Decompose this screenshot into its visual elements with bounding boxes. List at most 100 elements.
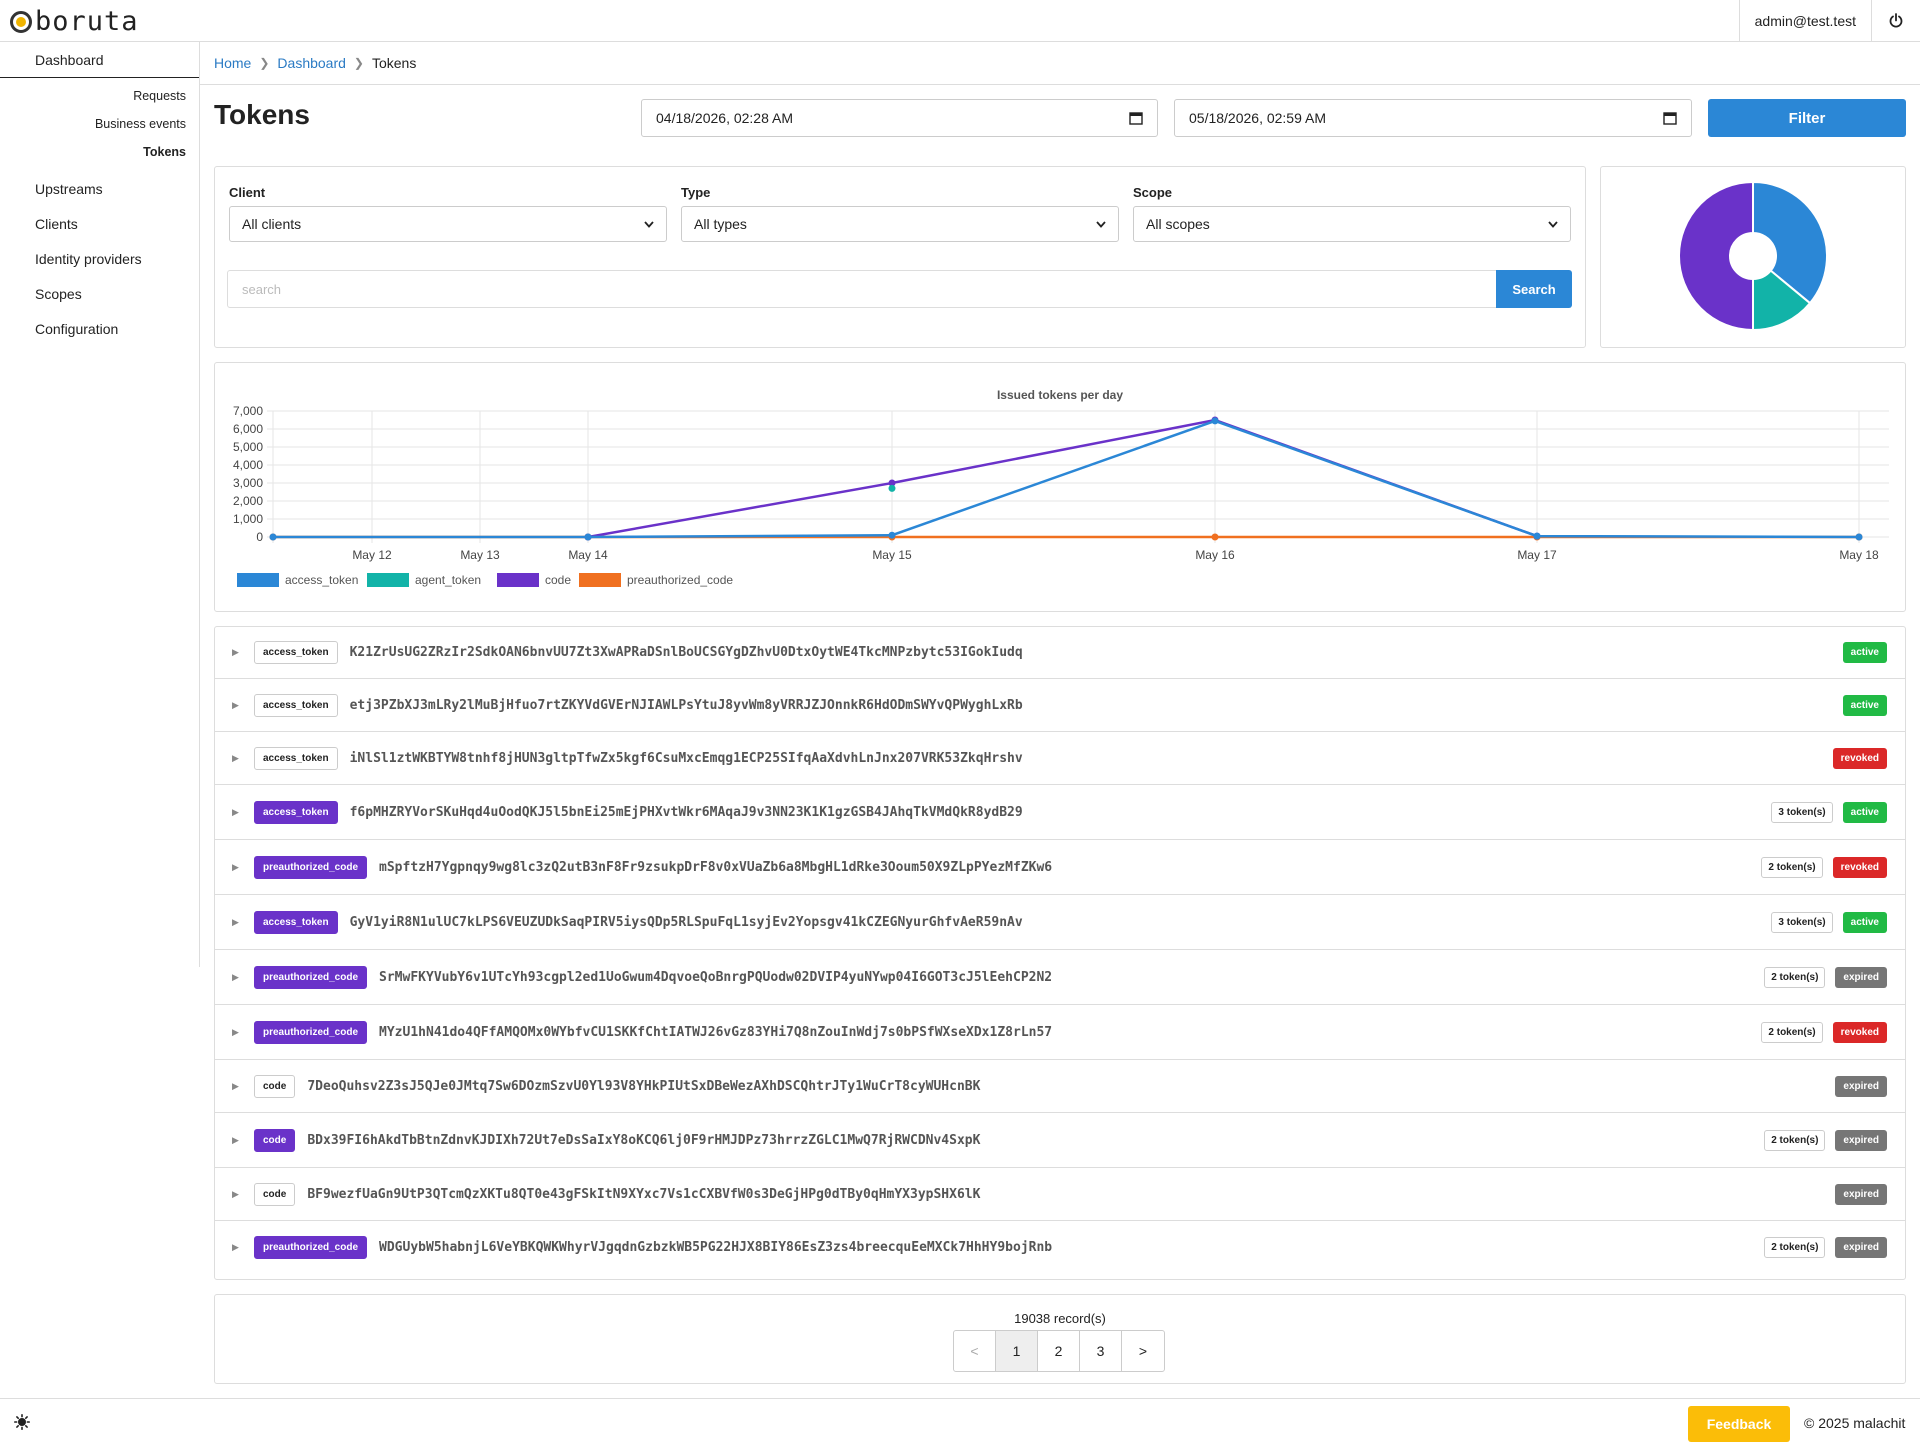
breadcrumb-dashboard[interactable]: Dashboard: [277, 55, 346, 71]
sidebar-item-configuration[interactable]: Configuration: [35, 321, 119, 337]
caret-right-icon[interactable]: ▶: [232, 806, 239, 817]
status-badge: active: [1842, 694, 1887, 716]
y-tick-label: 7,000: [233, 404, 263, 418]
sidebar-subitem-tokens[interactable]: Tokens: [143, 145, 186, 159]
breadcrumb: Home ❯ Dashboard ❯ Tokens: [200, 42, 1920, 85]
status-badge: revoked: [1832, 747, 1887, 769]
breadcrumb-home[interactable]: Home: [214, 55, 252, 71]
caret-right-icon[interactable]: ▶: [232, 971, 239, 982]
caret-right-icon[interactable]: ▶: [232, 1188, 239, 1199]
pager: < 1 2 3 >: [953, 1330, 1165, 1372]
token-row[interactable]: ▶ code BF9wezfUaGn9UtP3QTcmQzXKTu8QT0e43gF…: [215, 1168, 1905, 1221]
token-type-badge: code: [254, 1074, 296, 1098]
legend-label[interactable]: code: [545, 573, 571, 587]
filter-button[interactable]: Filter: [1708, 99, 1906, 137]
x-tick-label: May 13: [460, 548, 500, 562]
sidebar-item-upstreams[interactable]: Upstreams: [35, 181, 103, 197]
token-row-badges: active: [1842, 642, 1887, 663]
caret-right-icon[interactable]: ▶: [232, 1134, 239, 1145]
token-row[interactable]: ▶ access_token f6pMHZRYVorSKuHqd4uOodQKJ5l…: [215, 785, 1905, 840]
chevron-down-icon: [644, 220, 654, 228]
token-row-badges: 2 token(s) expired: [1764, 1129, 1887, 1151]
token-count-badge: 3 token(s): [1771, 911, 1833, 933]
token-type-badge: access_token: [254, 910, 338, 934]
token-row[interactable]: ▶ access_token GyV1yiR8N1ulUC7kLPS6VEUZUDk…: [215, 895, 1905, 950]
y-tick-label: 3,000: [233, 476, 263, 490]
user-email[interactable]: admin@test.test: [1738, 0, 1872, 42]
caret-right-icon[interactable]: ▶: [232, 1080, 239, 1091]
token-value: BF9wezfUaGn9UtP3QTcmQzXKTu8QT0e43gFSkItN…: [307, 1186, 981, 1202]
token-value: MYzU1hN41do4QFfAMQOMx0WYbfvCU1SKKfChtIAT…: [379, 1024, 1053, 1040]
x-tick-label: May 18: [1839, 548, 1879, 562]
sidebar-subitem-business-events[interactable]: Business events: [94, 117, 186, 131]
issued-tokens-line-chart: Issued tokens per day 0 1,000 2,000 3,000 4,0…: [233, 388, 1889, 587]
data-point-agent_token: [888, 484, 896, 492]
token-row-badges: 2 token(s) revoked: [1761, 856, 1887, 878]
legend-swatch-access_token: [237, 573, 279, 587]
caret-right-icon[interactable]: ▶: [232, 1242, 239, 1252]
type-select[interactable]: All types: [681, 206, 1119, 242]
pager-page-3[interactable]: 3: [1080, 1331, 1122, 1371]
chevron-down-icon: [1548, 220, 1558, 228]
token-count-badge: 2 token(s): [1764, 1129, 1826, 1151]
legend-label[interactable]: preauthorized_code: [627, 573, 733, 587]
client-label: Client: [229, 185, 266, 200]
token-type-badge: code: [254, 1128, 296, 1152]
token-row[interactable]: ▶ preauthorized_code mSpftzH7Ygpnqy9wg8lc3…: [215, 840, 1905, 895]
status-badge: revoked: [1832, 1021, 1887, 1043]
legend-label[interactable]: access_token: [285, 573, 358, 587]
token-type-badge: access_token: [254, 693, 338, 717]
search-input[interactable]: search: [227, 270, 1499, 308]
top-bar: boruta admin@test.test: [0, 0, 1920, 42]
series-line-access_token: [273, 419, 1860, 539]
calendar-icon: [1663, 112, 1677, 125]
token-row[interactable]: ▶ code BDx39FI6hAkdTbBtnZdnvKJDIXh72Ut7eDs…: [215, 1113, 1905, 1168]
caret-right-icon[interactable]: ▶: [232, 1026, 239, 1037]
legend-swatch-preauthorized_code: [579, 573, 621, 587]
pager-next[interactable]: >: [1138, 1343, 1148, 1359]
power-icon: [1889, 13, 1903, 28]
client-select[interactable]: All clients: [229, 206, 667, 242]
token-row[interactable]: ▶ access_token iNlSl1ztWKBTYW8tnhf8jHUN3gl…: [215, 732, 1905, 785]
caret-right-icon[interactable]: ▶: [232, 752, 239, 763]
token-row[interactable]: ▶ preauthorized_code MYzU1hN41do4QFfAMQOMx…: [215, 1005, 1905, 1060]
search-button[interactable]: Search: [1496, 270, 1572, 308]
pager-page-1[interactable]: 1: [996, 1331, 1038, 1371]
y-tick-label: 0: [256, 530, 263, 544]
logo-icon: [10, 10, 32, 33]
end-date-input[interactable]: 05/18/2026, 02:59 AM: [1174, 99, 1692, 137]
start-date-input[interactable]: 04/18/2026, 02:28 AM: [641, 99, 1158, 137]
sidebar-item-dashboard[interactable]: Dashboard: [0, 42, 199, 78]
token-row[interactable]: ▶ preauthorized_code WDGUybW5habnjL6VeYBKQ…: [215, 1221, 1905, 1274]
data-point-access_token: [888, 531, 896, 539]
breadcrumb-current: Tokens: [371, 55, 417, 71]
chevron-right-icon: ❯: [353, 56, 364, 70]
token-row[interactable]: ▶ code 7DeoQuhsv2Z3sJ5QJe0JMtq7Sw6DOzmSzvU…: [215, 1060, 1905, 1113]
token-row[interactable]: ▶ access_token K21ZrUsUG2ZRzIr2SdkOAN6bnvU…: [215, 627, 1905, 679]
page-title: Tokens: [214, 99, 310, 130]
token-type-pie-chart: [1678, 180, 1828, 332]
sidebar-item-clients[interactable]: Clients: [35, 216, 78, 232]
caret-right-icon[interactable]: ▶: [232, 916, 239, 927]
pager-page-2[interactable]: 2: [1038, 1331, 1080, 1371]
pager-prev[interactable]: <: [954, 1331, 996, 1371]
scope-select[interactable]: All scopes: [1133, 206, 1571, 242]
token-row-badges: expired: [1835, 1183, 1887, 1205]
feedback-button[interactable]: Feedback: [1688, 1406, 1790, 1442]
data-point-access_token: [269, 533, 277, 541]
legend-label[interactable]: agent_token: [415, 573, 481, 587]
token-row[interactable]: ▶ preauthorized_code SrMwFKYVubY6v1UTcYh93…: [215, 950, 1905, 1005]
status-badge: revoked: [1832, 856, 1887, 878]
calendar-icon: [1129, 112, 1143, 125]
token-row-badges: 2 token(s) expired: [1764, 1237, 1887, 1258]
sidebar-item-scopes[interactable]: Scopes: [35, 286, 82, 302]
data-point-access_token: [1533, 532, 1541, 540]
logout-button[interactable]: [1872, 0, 1920, 42]
caret-right-icon[interactable]: ▶: [232, 647, 239, 657]
logo[interactable]: boruta: [10, 6, 139, 37]
caret-right-icon[interactable]: ▶: [232, 699, 239, 710]
token-row[interactable]: ▶ access_token etj3PZbXJ3mLRy2lMuBjHfuo7rt…: [215, 679, 1905, 732]
sidebar-item-identity-providers[interactable]: Identity providers: [35, 251, 142, 267]
sidebar-subitem-requests[interactable]: Requests: [133, 89, 186, 103]
caret-right-icon[interactable]: ▶: [232, 861, 239, 872]
